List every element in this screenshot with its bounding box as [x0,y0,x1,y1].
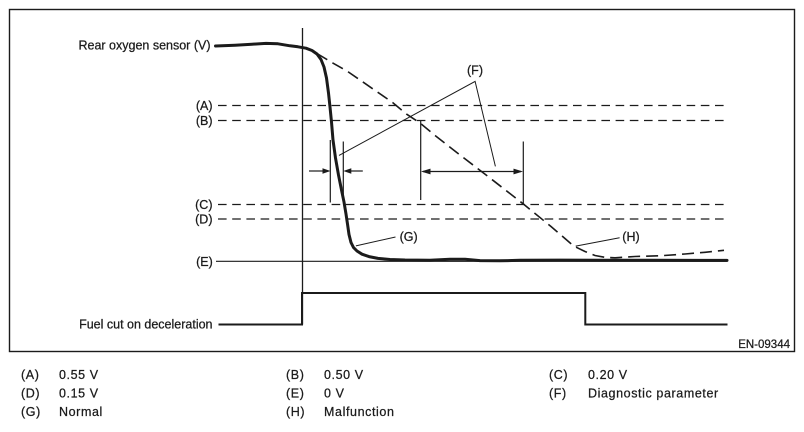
svg-text:(G): (G) [400,230,418,244]
svg-text:0.20 V: 0.20 V [588,368,628,382]
svg-text:(A): (A) [21,368,39,382]
svg-text:Normal: Normal [59,405,103,419]
svg-text:Malfunction: Malfunction [324,405,395,419]
svg-text:0 V: 0 V [324,387,345,401]
svg-text:0.15 V: 0.15 V [59,387,99,401]
svg-text:(A): (A) [196,99,213,113]
svg-text:(E): (E) [286,387,304,401]
svg-text:Diagnostic parameter: Diagnostic parameter [588,387,719,401]
svg-text:(H): (H) [286,405,305,419]
svg-text:Rear oxygen sensor (V): Rear oxygen sensor (V) [78,39,210,53]
svg-text:0.50 V: 0.50 V [324,368,364,382]
svg-text:(B): (B) [196,114,213,128]
svg-text:(C): (C) [549,368,568,382]
svg-text:EN-09344: EN-09344 [738,339,790,351]
svg-text:(F): (F) [467,64,483,78]
svg-text:(F): (F) [549,387,567,401]
svg-text:(H): (H) [622,230,639,244]
svg-text:Fuel cut on deceleration: Fuel cut on deceleration [79,318,212,332]
svg-text:(C): (C) [195,198,212,212]
svg-text:0.55 V: 0.55 V [59,368,99,382]
svg-text:(B): (B) [286,368,304,382]
svg-text:(G): (G) [21,405,41,419]
svg-text:(D): (D) [195,213,212,227]
svg-text:(E): (E) [196,255,213,269]
svg-text:(D): (D) [21,387,40,401]
